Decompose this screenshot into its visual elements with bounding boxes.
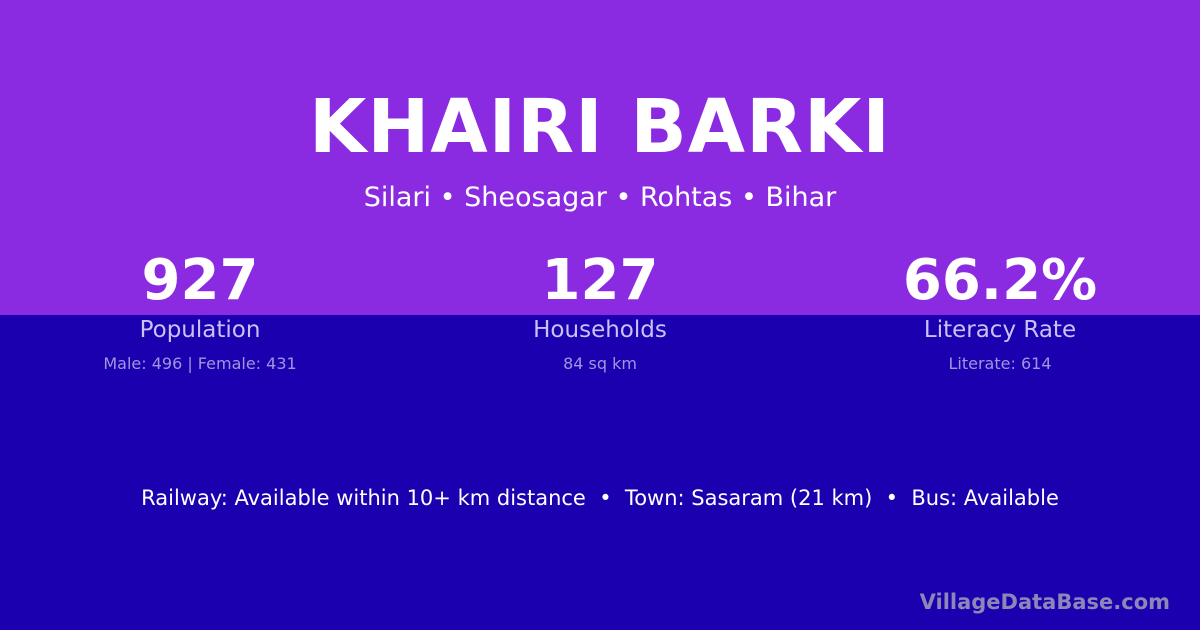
header-band: [0, 0, 1200, 315]
village-name: KHAIRI BARKI: [309, 84, 891, 170]
stat-literacy: 66.2% Literacy Rate Literate: 614: [800, 248, 1200, 374]
stat-detail: Literate: 614: [948, 354, 1052, 373]
brand-watermark: VillageDataBase.com: [919, 590, 1170, 614]
body-band: [0, 315, 1200, 630]
stat-label: Literacy Rate: [923, 317, 1077, 343]
stat-value: 66.2%: [902, 248, 1098, 313]
stat-households: 127 Households 84 sq km: [400, 248, 800, 374]
connectivity-facts: Railway: Available within 10+ km distanc…: [141, 486, 1059, 510]
location-breadcrumb: Silari • Sheosagar • Rohtas • Bihar: [363, 182, 837, 213]
stat-population: 927 Population Male: 496 | Female: 431: [0, 248, 400, 374]
stat-value: 127: [541, 248, 659, 313]
stat-label: Population: [139, 317, 261, 343]
stat-detail: 84 sq km: [563, 354, 637, 373]
stat-value: 927: [141, 248, 259, 313]
stat-label: Households: [533, 317, 667, 343]
stat-detail: Male: 496 | Female: 431: [103, 354, 297, 373]
